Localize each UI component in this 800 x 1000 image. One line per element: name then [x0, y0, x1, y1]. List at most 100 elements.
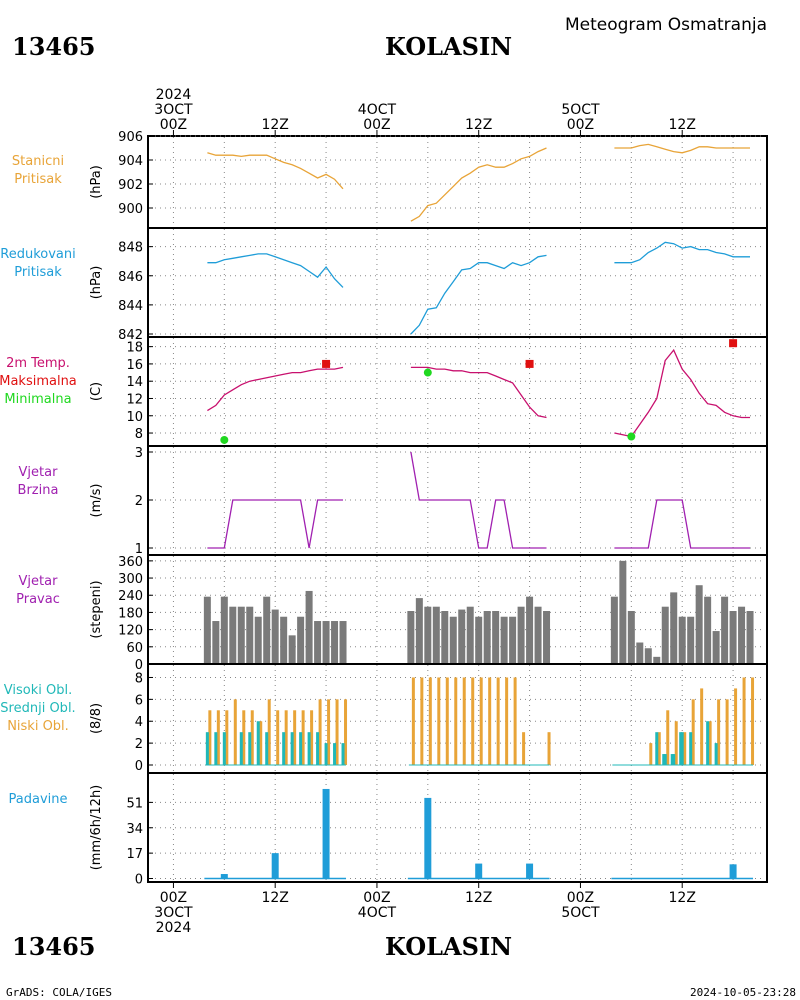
wind_speed-series-line — [207, 499, 343, 549]
cloud-bar — [344, 699, 348, 765]
wind-direction-bar — [653, 656, 661, 664]
wind-direction-bar — [644, 648, 652, 664]
wind-direction-bar — [704, 596, 712, 664]
y-tick-label: 846 — [118, 270, 143, 285]
y-tick-label: 17 — [126, 847, 143, 862]
max-temp-point — [322, 359, 331, 368]
cloud-bar — [233, 699, 237, 765]
cloud-bar — [316, 732, 320, 765]
cloud-bar — [205, 732, 209, 765]
precip-bar — [271, 853, 279, 879]
cloud-bar — [333, 743, 337, 765]
wind-direction-bar — [466, 606, 474, 664]
time-label-bottom: 00Z — [160, 890, 187, 906]
wind_speed-series-line — [410, 451, 547, 549]
wind-direction-bar — [415, 598, 423, 664]
temperature-series-line — [614, 348, 750, 438]
variable-label: Redukovani — [0, 247, 75, 262]
cloud-bar — [700, 688, 704, 765]
variable-label: Minimalna — [4, 392, 71, 407]
cloud-bar — [655, 732, 659, 765]
y-tick-label: 2 — [135, 737, 143, 752]
reduced_pressure-series-line — [207, 253, 344, 288]
y-tick-label: 3 — [135, 446, 143, 461]
wind-direction-bar — [687, 616, 695, 664]
cloud-bar — [299, 732, 303, 765]
wind-direction-bar — [729, 611, 737, 664]
time-label-top: 3OCT — [154, 102, 193, 118]
time-label-bottom: 00Z — [567, 890, 594, 906]
y-tick-label: 904 — [118, 154, 143, 169]
cloud-bar — [324, 743, 328, 765]
wind-direction-bar — [424, 606, 432, 664]
y-tick-label: 180 — [118, 606, 143, 621]
wind-direction-bar — [670, 592, 678, 664]
temperature-series-line — [207, 366, 344, 412]
variable-label: Padavine — [9, 792, 68, 807]
cloud-bar — [683, 732, 687, 765]
y-tick-label: 51 — [126, 796, 143, 811]
y-tick-label: 12 — [126, 392, 143, 407]
cloud-bar — [454, 677, 458, 765]
y-tick-label: 14 — [126, 375, 143, 390]
cloud_cover-panel — [147, 663, 768, 774]
variable-label: Brzina — [18, 483, 59, 498]
wind-direction-bar — [305, 590, 313, 664]
cloud-bar — [445, 677, 449, 765]
wind-direction-bar — [636, 642, 644, 664]
cloud-bar — [428, 677, 432, 765]
cloud-bar — [670, 754, 674, 765]
cloud-bar — [691, 699, 695, 765]
cloud-bar — [420, 677, 424, 765]
cloud-bar — [522, 732, 526, 765]
product-title: Meteogram Osmatranja — [565, 15, 767, 35]
time-label-bottom: 4OCT — [358, 905, 397, 921]
y-tick-label: 902 — [118, 178, 143, 193]
y-tick-label: 60 — [126, 641, 143, 656]
cloud-bar — [225, 710, 229, 765]
wind-direction-bar — [288, 635, 296, 664]
cloud-bar — [216, 710, 220, 765]
time-label-top: 4OCT — [358, 102, 397, 118]
y-tick-label: 8 — [135, 671, 143, 686]
cloud-bar — [734, 688, 738, 765]
cloud-bar — [513, 677, 517, 765]
station-id-bottom: 13465 — [12, 932, 96, 961]
cloud-bar — [437, 677, 441, 765]
reduced_pressure-panel — [147, 227, 768, 338]
cloud-bar — [674, 721, 678, 765]
temperature-panel — [147, 336, 768, 447]
time-label-top: 12Z — [669, 117, 696, 133]
cloud-bar — [496, 677, 500, 765]
cloud-bar — [341, 743, 345, 765]
time-label-bottom: 5OCT — [561, 905, 600, 921]
credit-text: GrADS: COLA/IGES — [6, 986, 112, 999]
station_pressure-series-line — [207, 152, 344, 190]
wind-direction-bar — [746, 611, 754, 664]
y-tick-label: 120 — [118, 624, 143, 639]
precipitation-panel — [147, 772, 768, 883]
station-id-top: 13465 — [12, 32, 96, 61]
y-tick-label: 844 — [118, 299, 143, 314]
y-tick-label: 2 — [135, 494, 143, 509]
wind-direction-bar — [712, 631, 720, 664]
y-tick-label: 0 — [135, 759, 143, 774]
y-tick-label: 240 — [118, 589, 143, 604]
y-tick-label: 18 — [126, 341, 143, 356]
y-tick-label: 0 — [135, 873, 143, 888]
wind-direction-bar — [678, 616, 686, 664]
cloud-bar — [649, 743, 653, 765]
variable-label: Visoki Obl. — [4, 683, 72, 698]
cloud-bar — [239, 732, 243, 765]
precip-bar — [729, 864, 737, 879]
cloud-bar — [708, 721, 712, 765]
time-label-bottom: 00Z — [363, 890, 390, 906]
y-tick-label: 906 — [118, 130, 143, 145]
cloud-bar — [310, 710, 314, 765]
cloud-bar — [214, 732, 218, 765]
wind-direction-bar — [246, 606, 254, 664]
variable-label: Pritisak — [14, 172, 62, 187]
cloud-bar — [276, 710, 280, 765]
